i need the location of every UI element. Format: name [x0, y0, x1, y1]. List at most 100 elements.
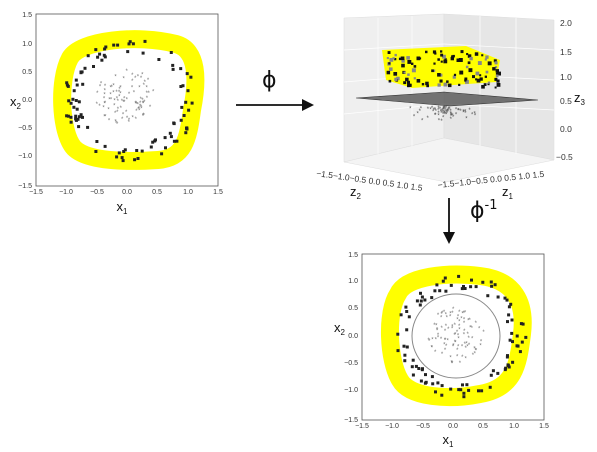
x-tick: 1.5: [213, 189, 223, 196]
upper-point-3d: [437, 73, 441, 77]
upper-point-3d: [494, 86, 497, 89]
outer-point: [507, 365, 511, 369]
upper-point-3d: [495, 72, 498, 75]
x-tick: −1.5: [29, 189, 43, 196]
upper-point-3d: [405, 77, 409, 82]
outer-point: [496, 295, 500, 299]
outer-points: [65, 39, 194, 163]
z3-tick: 1.0: [560, 72, 572, 82]
upper-point-3d: [487, 81, 491, 84]
outer-point: [524, 335, 528, 339]
outer-point: [98, 52, 102, 56]
lower-point-3d: *: [441, 109, 444, 115]
inner-point: *: [125, 110, 128, 116]
upper-point-3d: [481, 85, 485, 89]
inner-points: ****************************************…: [427, 307, 485, 367]
inner-point: *: [440, 337, 443, 343]
lower-point-3d: *: [448, 107, 451, 113]
outer-point: [433, 289, 437, 293]
inner-point: *: [461, 312, 464, 318]
lower-point-3d: *: [432, 109, 435, 115]
x-tick: 1.0: [509, 423, 519, 430]
upper-point-3d: [487, 83, 490, 86]
inner-point: *: [108, 119, 111, 125]
inner-point: *: [96, 102, 99, 108]
outer-point: [77, 125, 81, 129]
lower-point-3d: *: [442, 115, 445, 121]
z3-tick: 0.0: [560, 124, 572, 134]
inner-point: *: [123, 77, 126, 83]
outer-point: [403, 359, 407, 363]
upper-point-3d: [456, 58, 460, 62]
upper-point-3d: [439, 79, 443, 83]
outer-point: [474, 285, 478, 289]
outer-point: [431, 382, 435, 386]
inner-point: *: [134, 102, 137, 108]
outer-point: [444, 289, 448, 293]
outer-point: [133, 158, 137, 162]
upper-point-3d: [493, 59, 497, 63]
inner-point: *: [468, 336, 471, 342]
upper-point-3d: [465, 65, 469, 69]
inner-point: *: [138, 106, 141, 112]
upper-point-3d: [467, 61, 471, 65]
back-pane-left: [343, 13, 445, 163]
upper-point-3d: [431, 69, 434, 73]
inner-point: *: [99, 85, 102, 91]
outer-point: [175, 139, 179, 143]
lower-point-3d: *: [451, 114, 454, 120]
inner-point: *: [139, 104, 142, 110]
inner-point: *: [471, 326, 474, 332]
inner-point: *: [464, 342, 467, 348]
outer-point: [169, 135, 173, 139]
upper-point-3d: [443, 59, 448, 64]
upper-point-3d: [450, 56, 454, 61]
lower-point-3d: *: [445, 106, 448, 112]
outer-ring-highlight: [381, 265, 532, 407]
upper-point-3d: [425, 50, 428, 54]
inner-point: *: [122, 112, 125, 118]
outer-points: [396, 274, 528, 399]
outer-point: [86, 54, 90, 58]
upper-point-3d: [495, 74, 499, 78]
outer-point: [504, 366, 508, 370]
upper-point-3d: [448, 83, 452, 88]
outer-point: [65, 81, 69, 85]
outer-point: [169, 51, 173, 54]
inner-point: *: [118, 87, 121, 93]
upper-point-3d: [442, 54, 446, 59]
outer-point: [405, 328, 409, 332]
outer-point: [411, 358, 415, 362]
inner-point: *: [131, 79, 134, 85]
inner-points: ****************************************…: [96, 69, 155, 128]
inner-point: *: [427, 338, 430, 344]
outer-point: [168, 131, 172, 135]
outer-point: [488, 385, 492, 389]
outer-point: [481, 280, 485, 284]
upper-point-3d: [393, 72, 398, 76]
lower-point-3d: *: [429, 107, 432, 113]
x-tick: 1.0: [183, 189, 193, 196]
upper-point-3d: [406, 56, 410, 60]
upper-point-3d: [483, 83, 487, 86]
outer-point: [141, 51, 145, 55]
outer-point: [126, 50, 130, 54]
inner-point: *: [146, 96, 149, 102]
outer-ring-highlight: [53, 30, 205, 170]
outer-point: [71, 97, 75, 101]
inner-point: *: [460, 317, 463, 323]
outer-point: [477, 389, 480, 393]
inner-point: *: [443, 310, 446, 316]
inner-point: *: [131, 73, 134, 79]
x-tick: −1.0: [385, 423, 399, 430]
upper-point-3d: [413, 65, 417, 68]
lower-point-3d: *: [440, 110, 443, 116]
outer-point: [462, 285, 465, 288]
inner-point: *: [457, 336, 460, 342]
outer-point: [506, 354, 509, 358]
outer-point: [457, 388, 461, 392]
y-tick: 0.5: [348, 305, 358, 312]
inner-point: *: [142, 113, 145, 119]
y-tick: 1.0: [22, 41, 32, 48]
outer-point: [491, 369, 495, 373]
